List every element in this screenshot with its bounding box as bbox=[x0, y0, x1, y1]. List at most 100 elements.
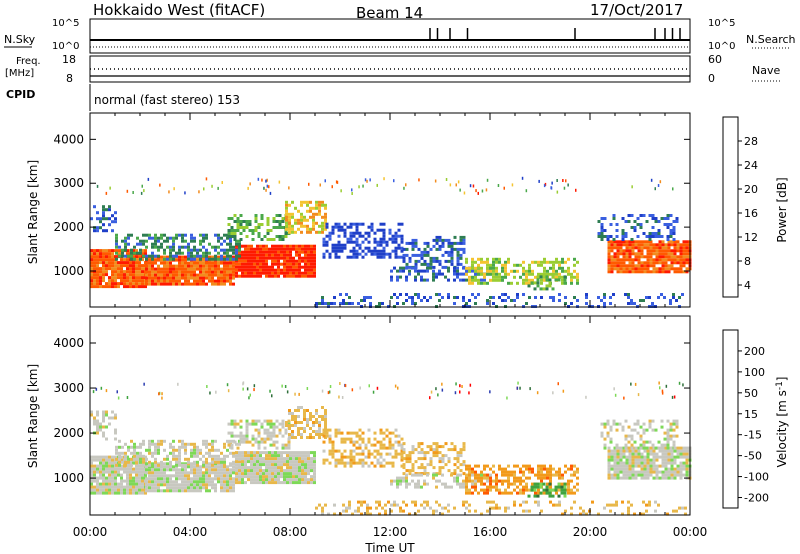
heatmap-cell bbox=[483, 473, 486, 477]
heatmap-cell bbox=[321, 221, 324, 225]
heatmap-cell bbox=[275, 220, 279, 223]
heatmap-cell bbox=[546, 260, 549, 264]
heatmap-cell bbox=[619, 455, 623, 459]
heatmap-cell bbox=[303, 412, 306, 415]
heatmap-cell bbox=[304, 250, 307, 254]
heatmap-cell bbox=[259, 460, 262, 464]
heatmap-cell bbox=[115, 236, 118, 240]
heatmap-cell bbox=[292, 469, 295, 473]
heatmap-cell bbox=[286, 457, 289, 461]
heatmap-cell bbox=[423, 250, 427, 254]
heatmap-cell bbox=[420, 256, 424, 260]
heatmap-cell bbox=[286, 247, 289, 251]
heatmap-cell bbox=[646, 249, 650, 253]
heatmap-cell bbox=[272, 238, 276, 241]
heatmap-cell bbox=[93, 276, 96, 280]
heatmap-cell bbox=[667, 243, 671, 247]
heatmap-cell bbox=[257, 232, 261, 235]
heatmap-cell bbox=[318, 503, 321, 507]
heatmap-cell bbox=[133, 245, 136, 249]
heatmap-cell bbox=[178, 273, 181, 277]
heatmap-cell bbox=[160, 463, 163, 467]
heatmap-cell bbox=[528, 470, 531, 474]
heatmap-cell bbox=[349, 237, 353, 241]
heatmap-cell bbox=[334, 252, 338, 256]
heatmap-cell bbox=[349, 222, 353, 226]
heatmap-cell bbox=[634, 449, 638, 453]
heatmap-cell bbox=[148, 270, 151, 274]
heatmap-cell bbox=[247, 457, 250, 461]
heatmap-cell bbox=[418, 178, 420, 182]
heatmap-cell bbox=[160, 279, 163, 283]
heatmap-cell bbox=[536, 494, 540, 498]
heatmap-cell bbox=[178, 258, 181, 262]
heatmap-cell bbox=[233, 220, 237, 223]
heatmap-cell bbox=[242, 440, 246, 444]
heatmap-cell bbox=[226, 248, 229, 252]
heatmap-cell bbox=[471, 473, 474, 477]
heatmap-cell bbox=[669, 446, 673, 450]
heatmap-cell bbox=[274, 457, 277, 461]
heatmap-cell bbox=[355, 452, 359, 456]
heatmap-cell bbox=[471, 482, 474, 486]
heatmap-cell bbox=[429, 457, 433, 461]
heatmap-cell bbox=[537, 467, 540, 471]
heatmap-cell bbox=[108, 470, 111, 474]
heatmap-cell bbox=[199, 257, 202, 261]
heatmap-cell bbox=[178, 276, 181, 280]
heatmap-cell bbox=[298, 457, 301, 461]
heatmap-cell bbox=[114, 479, 117, 483]
heatmap-cell bbox=[247, 186, 249, 190]
heatmap-cell bbox=[495, 476, 498, 480]
heatmap-cell bbox=[132, 461, 135, 465]
heatmap-cell bbox=[193, 276, 196, 280]
heatmap-cell bbox=[658, 249, 662, 253]
heatmap-cell bbox=[385, 240, 389, 244]
heatmap-cell bbox=[108, 205, 111, 209]
heatmap-cell bbox=[244, 244, 247, 248]
heatmap-cell bbox=[624, 235, 628, 238]
heatmap-cell bbox=[235, 451, 238, 455]
heatmap-cell bbox=[643, 467, 647, 471]
heatmap-cell bbox=[214, 261, 217, 265]
heatmap-cell bbox=[465, 269, 468, 273]
heatmap-cell bbox=[232, 486, 235, 490]
heatmap-cell bbox=[238, 457, 241, 461]
heatmap-cell bbox=[441, 482, 444, 486]
heatmap-cell bbox=[265, 472, 268, 476]
heatmap-cell bbox=[358, 234, 362, 238]
heatmap-cell bbox=[217, 468, 220, 472]
heatmap-cell bbox=[459, 188, 461, 192]
heatmap-cell bbox=[664, 267, 668, 271]
heatmap-cell bbox=[161, 392, 163, 396]
heatmap-cell bbox=[339, 293, 342, 296]
heatmap-cell bbox=[229, 486, 232, 490]
heatmap-cell bbox=[208, 270, 211, 274]
heatmap-cell bbox=[573, 269, 576, 273]
heatmap-cell bbox=[315, 418, 318, 421]
heatmap-cell bbox=[230, 226, 234, 229]
heatmap-cell bbox=[111, 491, 114, 495]
heatmap-cell bbox=[405, 469, 409, 473]
heatmap-cell bbox=[676, 255, 680, 259]
heatmap-cell bbox=[525, 464, 528, 468]
heatmap-cell bbox=[337, 449, 341, 453]
heatmap-cell bbox=[169, 270, 172, 274]
heatmap-cell bbox=[497, 184, 500, 187]
heatmap-cell bbox=[132, 267, 135, 271]
heatmap-cell bbox=[230, 434, 234, 438]
heatmap-cell bbox=[534, 260, 537, 264]
heatmap-cell bbox=[127, 233, 130, 237]
heatmap-cell bbox=[111, 273, 114, 277]
heatmap-cell bbox=[187, 245, 190, 249]
heatmap-cell bbox=[133, 251, 136, 255]
heatmap-cell bbox=[483, 491, 486, 495]
heatmap-cell bbox=[426, 500, 429, 504]
heatmap-cell bbox=[301, 271, 304, 275]
heatmap-cell bbox=[96, 467, 99, 471]
heatmap-cell bbox=[363, 296, 366, 299]
heatmap-cell bbox=[105, 273, 108, 277]
heatmap-cell bbox=[560, 485, 564, 489]
heatmap-cell bbox=[432, 278, 435, 282]
heatmap-cell bbox=[301, 274, 304, 278]
